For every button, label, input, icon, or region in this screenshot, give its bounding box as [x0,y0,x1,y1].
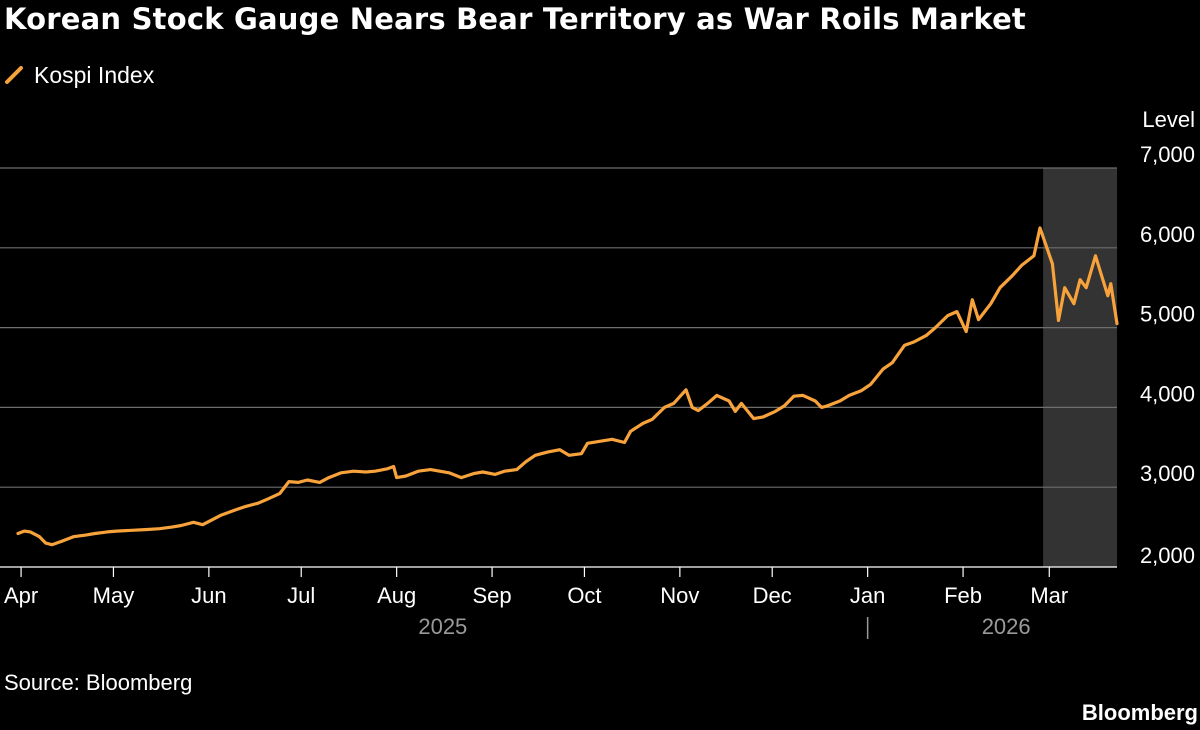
year-label-2025: 2025 [418,614,467,639]
x-tick-label-aug: Aug [377,583,416,608]
legend-line-swatch [5,66,23,84]
y-tick-label-3000: 3,000 [1140,461,1195,486]
kospi-index-line [16,226,1119,547]
bloomberg-logo: Bloomberg [1081,700,1198,725]
x-tick-label-jun: Jun [191,583,226,608]
x-tick-label-oct: Oct [567,583,601,608]
x-tick-label-dec: Dec [753,583,792,608]
x-tick-label-mar: Mar [1030,583,1068,608]
x-tick-label-jul: Jul [287,583,315,608]
source-note: Source: Bloomberg [4,670,193,695]
y-tick-label-2000: 2,000 [1140,543,1195,568]
legend: Kospi Index [4,62,154,88]
legend-label: Kospi Index [34,61,155,88]
x-tick-label-sep: Sep [473,583,512,608]
y-tick-label-7000: 7,000 [1140,142,1195,167]
x-tick-label-jan: Jan [850,583,885,608]
shaded-region [1043,168,1117,567]
year-label-2026: 2026 [982,614,1031,639]
y-tick-label-6000: 6,000 [1140,222,1195,247]
x-tick-label-nov: Nov [660,583,699,608]
x-tick-label-may: May [93,583,135,608]
x-tick-label-feb: Feb [944,583,982,608]
y-axis-title: Level [1142,107,1195,132]
line-chart: Level 2,000 3,000 4,000 5,000 6,000 7,000 Apr Ma… [0,107,1195,639]
y-tick-label-5000: 5,000 [1140,302,1195,327]
chart-title: Korean Stock Gauge Nears Bear Territory … [4,2,1026,36]
y-tick-label-4000: 4,000 [1140,381,1195,406]
x-tick-label-apr: Apr [4,583,38,608]
